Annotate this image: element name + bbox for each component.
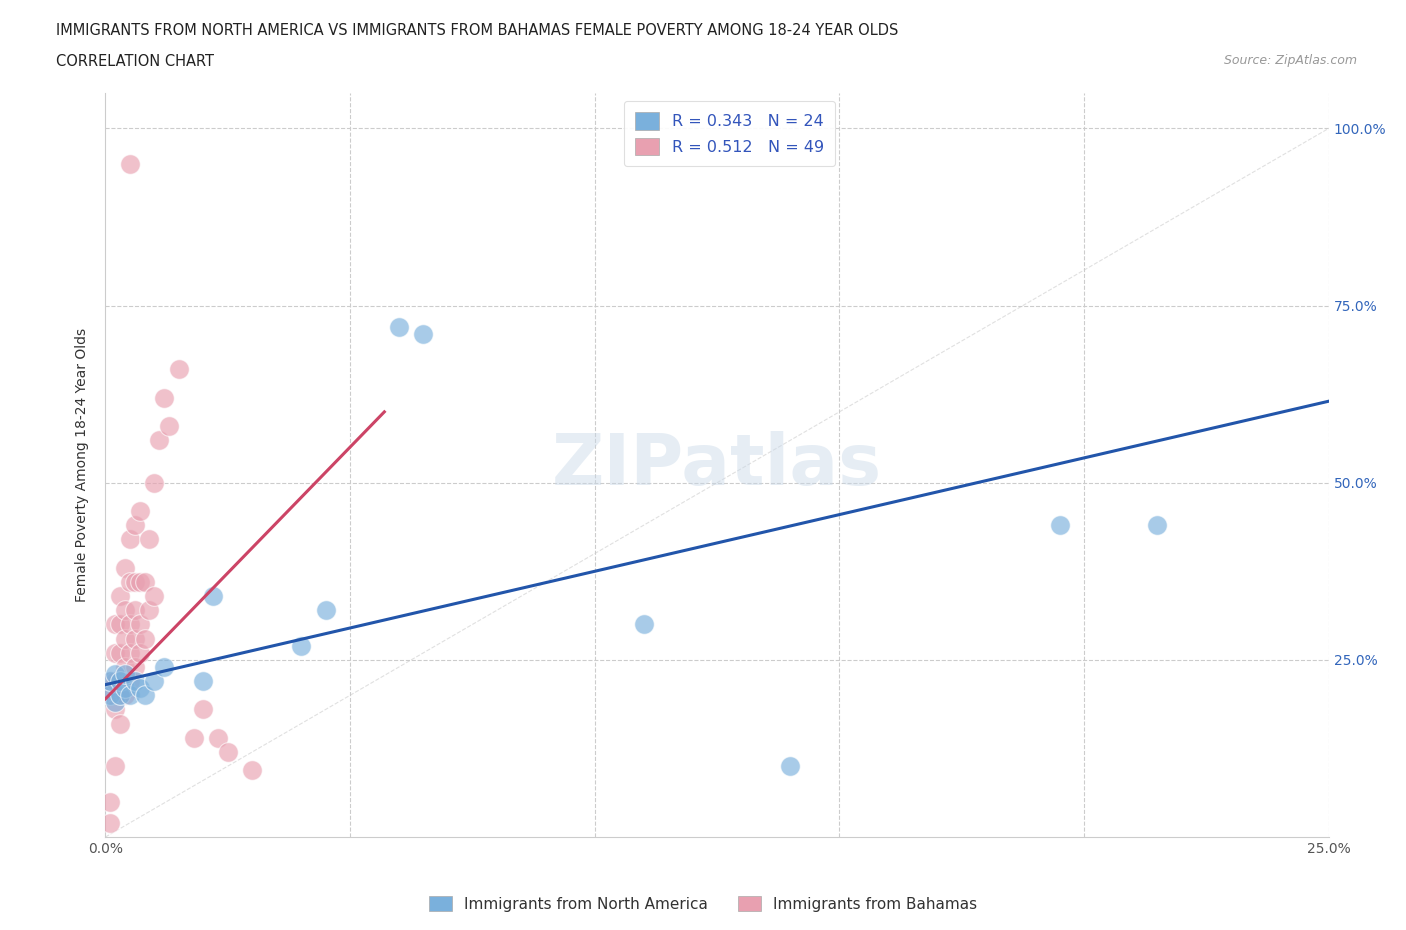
Point xyxy=(157,418,180,433)
Point xyxy=(124,673,146,688)
Point xyxy=(108,589,131,604)
Point xyxy=(98,816,121,830)
Y-axis label: Female Poverty Among 18-24 Year Olds: Female Poverty Among 18-24 Year Olds xyxy=(76,328,90,602)
Point xyxy=(193,702,215,717)
Point xyxy=(388,319,411,334)
Point xyxy=(128,575,150,590)
Point xyxy=(124,603,146,618)
Point xyxy=(118,575,141,590)
Point xyxy=(290,638,312,653)
Legend: Immigrants from North America, Immigrants from Bahamas: Immigrants from North America, Immigrant… xyxy=(422,889,984,918)
Point xyxy=(148,432,170,447)
Point xyxy=(114,631,136,646)
Point xyxy=(207,730,229,745)
Point xyxy=(202,589,225,604)
Point xyxy=(108,716,131,731)
Point xyxy=(104,702,127,717)
Point xyxy=(193,673,215,688)
Point xyxy=(114,688,136,703)
Point xyxy=(118,688,141,703)
Point xyxy=(98,673,121,688)
Point xyxy=(143,475,166,490)
Point xyxy=(134,631,156,646)
Point xyxy=(104,695,127,710)
Point xyxy=(217,745,239,760)
Point xyxy=(98,688,121,703)
Point xyxy=(118,673,141,688)
Point xyxy=(114,681,136,696)
Point xyxy=(124,575,146,590)
Point xyxy=(128,617,150,631)
Point xyxy=(138,532,160,547)
Point xyxy=(153,391,176,405)
Point xyxy=(114,560,136,575)
Point xyxy=(134,575,156,590)
Point xyxy=(104,667,127,682)
Text: ZIPatlas: ZIPatlas xyxy=(553,431,882,499)
Point xyxy=(98,688,121,703)
Point xyxy=(167,362,190,377)
Point xyxy=(108,617,131,631)
Point xyxy=(315,603,337,618)
Point xyxy=(124,631,146,646)
Point xyxy=(124,518,146,533)
Point xyxy=(118,532,141,547)
Point xyxy=(118,645,141,660)
Point xyxy=(104,645,127,660)
Point xyxy=(138,603,160,618)
Point xyxy=(128,504,150,519)
Point xyxy=(104,617,127,631)
Point xyxy=(124,659,146,674)
Point xyxy=(128,681,150,696)
Point xyxy=(114,659,136,674)
Point xyxy=(134,688,156,703)
Point xyxy=(108,688,131,703)
Point xyxy=(1049,518,1071,533)
Point xyxy=(779,759,801,774)
Point xyxy=(108,688,131,703)
Point xyxy=(98,794,121,809)
Point xyxy=(153,659,176,674)
Point xyxy=(633,617,655,631)
Point xyxy=(183,730,205,745)
Point xyxy=(143,673,166,688)
Point xyxy=(1146,518,1168,533)
Point xyxy=(128,645,150,660)
Legend: R = 0.343   N = 24, R = 0.512   N = 49: R = 0.343 N = 24, R = 0.512 N = 49 xyxy=(624,101,835,166)
Point xyxy=(240,763,263,777)
Point xyxy=(114,667,136,682)
Point xyxy=(104,759,127,774)
Point xyxy=(143,589,166,604)
Point xyxy=(118,156,141,171)
Point xyxy=(104,673,127,688)
Text: IMMIGRANTS FROM NORTH AMERICA VS IMMIGRANTS FROM BAHAMAS FEMALE POVERTY AMONG 18: IMMIGRANTS FROM NORTH AMERICA VS IMMIGRA… xyxy=(56,23,898,38)
Point xyxy=(108,673,131,688)
Point xyxy=(98,673,121,688)
Point xyxy=(118,617,141,631)
Text: CORRELATION CHART: CORRELATION CHART xyxy=(56,54,214,69)
Point xyxy=(114,603,136,618)
Text: Source: ZipAtlas.com: Source: ZipAtlas.com xyxy=(1223,54,1357,67)
Point xyxy=(412,326,434,341)
Point xyxy=(108,645,131,660)
Point xyxy=(108,673,131,688)
